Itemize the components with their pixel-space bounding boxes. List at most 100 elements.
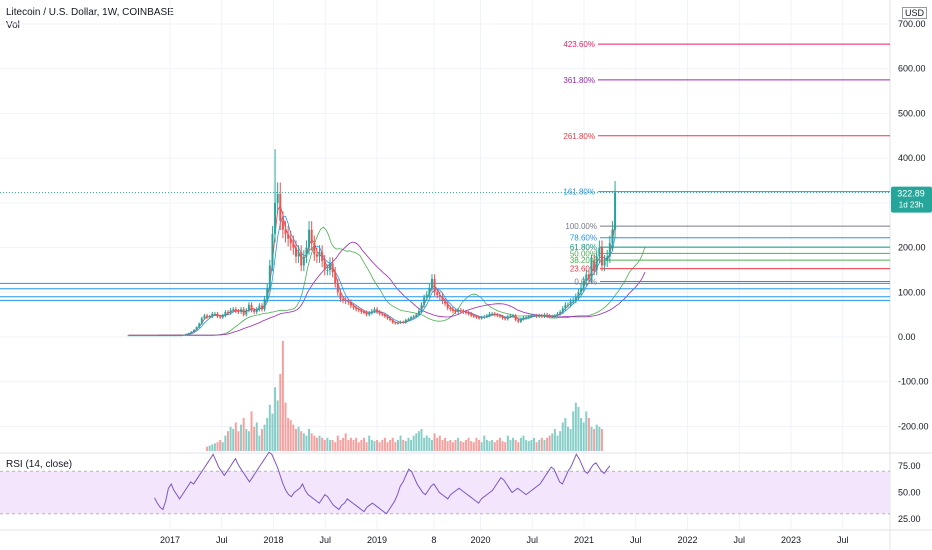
rsi-indicator-label[interactable]: RSI (14, close) — [6, 459, 73, 470]
fib-level-label: 61.80% — [570, 243, 597, 252]
volume-bar — [566, 426, 569, 451]
candle-body — [488, 313, 491, 316]
volume-bar — [430, 440, 433, 451]
candle-body — [145, 335, 148, 337]
time-tick-label: 2018 — [263, 535, 283, 545]
candle-body — [334, 272, 337, 284]
volume-bar — [255, 422, 258, 451]
candle-body — [305, 247, 308, 257]
candle-body — [522, 317, 525, 320]
volume-bar — [522, 435, 525, 451]
volume-bar — [501, 441, 504, 451]
volume-bar — [451, 442, 454, 451]
candle-body — [559, 311, 562, 314]
fib-level-label: 38.20% — [570, 256, 597, 265]
candle-body — [258, 305, 261, 310]
currency-label[interactable]: USD — [902, 7, 928, 19]
volume-bar — [415, 433, 418, 451]
fib-level-label: 261.80% — [563, 132, 595, 141]
candle-body — [242, 309, 245, 315]
candle-body — [402, 321, 405, 323]
volume-bar — [444, 437, 447, 451]
volume-bar — [323, 440, 326, 451]
volume-bar — [496, 440, 499, 451]
volume-bar — [546, 437, 549, 451]
candle-body — [177, 335, 180, 337]
price-tick-label: -100.00 — [898, 377, 929, 387]
candle-body — [342, 298, 345, 301]
fib-level-label: 100.00% — [565, 222, 597, 231]
candle-body — [399, 321, 402, 323]
candle-body — [370, 311, 373, 313]
candle-body — [187, 332, 190, 334]
candle-body — [433, 278, 436, 293]
candle-body — [224, 311, 227, 316]
candle-body — [302, 256, 305, 266]
volume-bar — [600, 429, 603, 451]
candle-body — [606, 256, 609, 261]
volume-bar — [352, 440, 355, 451]
candle-body — [166, 335, 169, 337]
candle-body — [389, 318, 392, 321]
volume-bar — [525, 440, 528, 451]
time-axis[interactable]: 2017 Jul 2018 Jul 2019 8 2020 Jul 2021 Jul 2022 Jul… — [160, 535, 849, 545]
candle-body — [253, 310, 256, 312]
candle-body — [540, 315, 543, 317]
time-tick-label: Jul — [216, 535, 228, 545]
volume-bar — [226, 431, 229, 451]
candle-body — [156, 335, 159, 337]
candle-body — [530, 315, 533, 317]
volume-bar — [491, 440, 494, 451]
candle-body — [444, 301, 447, 304]
candle-body — [577, 292, 580, 297]
volume-bar — [535, 442, 538, 451]
candle-body — [127, 335, 130, 337]
rsi-band — [0, 470, 890, 515]
price-axis[interactable]: 700.00600.00500.00400.00300.00200.00100.… — [898, 19, 929, 524]
volume-bar — [328, 440, 331, 451]
candle-body — [378, 311, 381, 314]
volume-bar — [373, 441, 376, 451]
candle-body — [179, 335, 182, 337]
time-tick-label: Jul — [526, 535, 538, 545]
candle-body — [509, 315, 512, 317]
volume-bar — [224, 435, 227, 451]
volume-bar — [305, 435, 308, 451]
candle-body — [216, 313, 219, 317]
candle-body — [553, 315, 556, 317]
candle-body — [143, 335, 146, 337]
candle-body — [313, 243, 316, 255]
volume-bar — [509, 440, 512, 451]
volume-bar — [553, 429, 556, 451]
candle-body — [428, 287, 431, 295]
candle-body — [600, 247, 603, 266]
candle-body — [349, 302, 352, 306]
volume-indicator-label[interactable]: Vol — [6, 20, 20, 31]
volume-bar — [483, 435, 486, 451]
candle-body — [566, 304, 569, 306]
candle-body — [347, 301, 350, 303]
volume-bar — [580, 418, 583, 451]
price-tick-label: -200.00 — [898, 421, 929, 431]
candle-body — [234, 309, 237, 312]
candle-body — [603, 260, 606, 266]
candle-body — [454, 311, 457, 313]
volume-bar — [315, 437, 318, 451]
candle-body — [297, 252, 300, 257]
time-tick-label: 2017 — [160, 535, 180, 545]
volume-bar — [232, 429, 235, 451]
volume-bar — [347, 440, 350, 451]
candle-body — [464, 311, 467, 313]
candle-body — [532, 315, 535, 317]
candle-body — [548, 315, 551, 317]
candle-body — [172, 335, 175, 337]
candle-body — [480, 317, 483, 319]
volume-bar — [240, 424, 243, 451]
candle-body — [200, 318, 203, 324]
volume-bar — [498, 437, 501, 451]
volume-bar — [334, 442, 337, 451]
volume-bar — [506, 435, 509, 451]
volume-bar — [464, 440, 467, 451]
